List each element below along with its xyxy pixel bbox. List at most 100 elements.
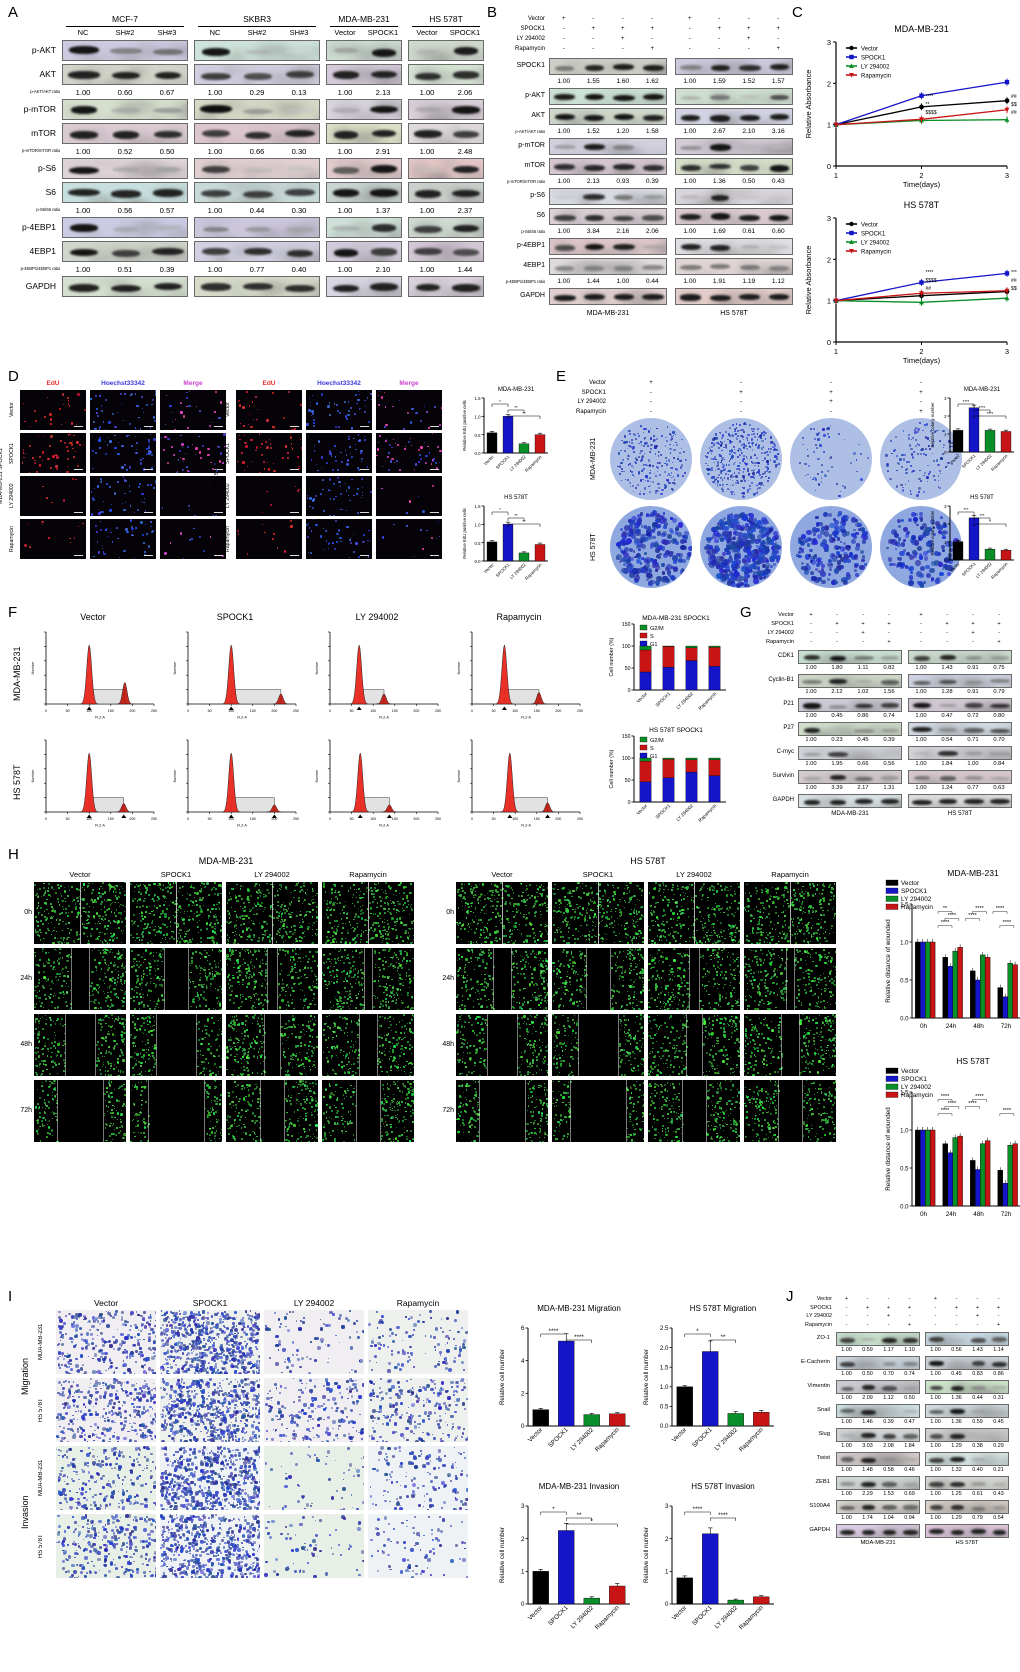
panel-a-ratio-value: 2.06 (446, 88, 484, 97)
condition-mark: - (904, 1313, 916, 1319)
panel-f-col-header: Rapamycin (454, 612, 584, 622)
svg-text:Relative cell number: Relative cell number (499, 1527, 506, 1583)
wound-edge-line (578, 1014, 579, 1076)
panel-b-ratio-value: 1.60 (608, 78, 638, 85)
svg-text:1.0: 1.0 (900, 940, 909, 946)
svg-text:****: **** (574, 1334, 584, 1341)
blot-lane-strip (549, 188, 667, 205)
svg-text:FL2-A: FL2-A (95, 824, 105, 828)
condition-mark: - (841, 1305, 853, 1311)
panel-j-ratio-value: 0.43 (988, 1491, 1009, 1497)
wound-edge-line (493, 948, 494, 1010)
svg-text:250: 250 (293, 817, 299, 821)
panel-a-ratio-value: 0.66 (236, 147, 278, 156)
wound-healing-image (130, 1014, 222, 1076)
svg-text:Vector: Vector (901, 880, 920, 887)
svg-text:Relative Absorbance: Relative Absorbance (804, 70, 813, 139)
wound-edge-line (570, 1080, 571, 1142)
panel-a-ratio-value: 2.37 (446, 206, 484, 215)
panel-e-conditions: Vector + - - - SPOCK1- + + + LY 294002- - + - Rapamyc… (566, 380, 926, 418)
panel-j-ratio-value: 1.29 (946, 1443, 967, 1449)
blot-lane-strip (675, 208, 793, 225)
svg-text:Cell number (%): Cell number (%) (609, 637, 615, 676)
panel-j-ratio-value: 1.00 (925, 1491, 946, 1497)
scale-bar (74, 512, 83, 513)
svg-text:****: **** (1003, 1108, 1012, 1114)
condition-mark: - (915, 630, 927, 636)
condition-mark: - (915, 399, 927, 405)
panel-j-ratio-value: 1.00 (925, 1347, 946, 1353)
panel-j-letter: J (786, 1288, 794, 1305)
svg-text:2: 2 (944, 522, 947, 527)
svg-text:HS 578T Invasion: HS 578T Invasion (691, 1482, 754, 1491)
panel-j-ratio-value: 2.29 (857, 1491, 878, 1497)
panel-e-letter: E (556, 368, 566, 385)
wound-edge-line (586, 948, 587, 1010)
condition-mark: + (831, 621, 843, 627)
panel-b-ratio-value: 1.00 (549, 228, 579, 235)
svg-text:FL2-A: FL2-A (237, 824, 247, 828)
condition-mark: + (967, 630, 979, 636)
panel-d-row-label: SPOCK1 (225, 433, 231, 473)
condition-mark: + (951, 1305, 963, 1311)
condition-row-label: Vector (752, 612, 794, 618)
panel-j-blots: ZO-1 1.00 0.59 1.17 1.10 1.00 0.56 1.43 1.14 E-Ca… (796, 1332, 1020, 1662)
panel-b-blots: SPOCK1 1.00 1.55 1.60 1.62 1.00 1.59 1.52 1.57 p-… (487, 58, 787, 358)
panel-g-ratio-value: 1.43 (934, 665, 960, 671)
wound-edge-line (65, 1014, 66, 1076)
panel-b-ratio-value: 1.00 (608, 278, 638, 285)
svg-text:Vector: Vector (861, 47, 878, 53)
panel-g-ratio-value: 0.74 (876, 713, 902, 719)
condition-mark: - (831, 639, 843, 645)
panel-b-row-label: mTOR (487, 162, 545, 169)
svg-text:24h: 24h (946, 1211, 957, 1218)
svg-text:0: 0 (471, 817, 473, 821)
panel-j-ratio-value: 0.47 (899, 1419, 920, 1425)
fluorescence-image (376, 390, 442, 430)
panel-h-row-label: 72h (12, 1107, 32, 1114)
blot-lane-strip (925, 1356, 1009, 1370)
panel-j-row-label: Slug (792, 1431, 830, 1437)
condition-mark: + (915, 390, 927, 396)
wound-healing-image (744, 1080, 836, 1142)
blot-lane-strip (326, 99, 402, 120)
wound-edge-line (511, 948, 512, 1010)
panel-a-lane-label: SH#2 (236, 28, 278, 37)
blot-lane-strip (675, 258, 793, 275)
panel-h-row-label: 0h (434, 909, 454, 916)
group-underline (198, 26, 316, 27)
svg-text:50: 50 (350, 817, 354, 821)
panel-b-ratio-value: 1.58 (638, 128, 668, 135)
panel-c-chart-hs: HS 578T 0 1 2 3 1 2 3 Relative Absorbance Time(da… (802, 196, 1017, 366)
condition-mark: - (684, 26, 696, 32)
blot-lane-strip (549, 158, 667, 175)
panel-a-ratio-value: 1.00 (194, 88, 236, 97)
wound-edge-line (89, 948, 90, 1010)
panel-g-ratio-value: 0.47 (934, 713, 960, 719)
fluorescence-image (376, 433, 442, 473)
wound-healing-image (34, 1080, 126, 1142)
panel-j-ratio-value: 0.94 (899, 1515, 920, 1521)
blot-lane-strip (408, 158, 484, 179)
svg-text:2: 2 (944, 414, 947, 419)
svg-text:200: 200 (129, 817, 135, 821)
condition-mark: - (558, 46, 570, 52)
svg-text:1.0: 1.0 (475, 523, 482, 528)
wound-edge-line (794, 948, 795, 1010)
condition-mark: - (915, 621, 927, 627)
svg-text:Relative Absorbance: Relative Absorbance (804, 246, 813, 315)
svg-text:FL2-A: FL2-A (237, 716, 247, 720)
panel-f-chart-hs: HS 578T SPOCK1 0 50 100 150 Cell number (%) Ve… (604, 724, 732, 836)
panel-a-ratio-value: 1.00 (326, 88, 364, 97)
condition-mark: - (713, 46, 725, 52)
blot-lane-strip (798, 722, 902, 736)
wound-edge-line (706, 1080, 707, 1142)
condition-mark: - (993, 612, 1005, 618)
panel-j-ratio-value: 0.59 (857, 1347, 878, 1353)
fluorescence-image (236, 433, 302, 473)
condition-mark: + (915, 409, 927, 415)
svg-text:G2/M: G2/M (650, 738, 664, 744)
panel-b-conditions: Vector + - - - + - - - SPOCK1- + + + - + + + LY 294002- - +… (487, 16, 787, 58)
wound-healing-image (322, 1014, 414, 1076)
transwell-image (56, 1514, 156, 1578)
